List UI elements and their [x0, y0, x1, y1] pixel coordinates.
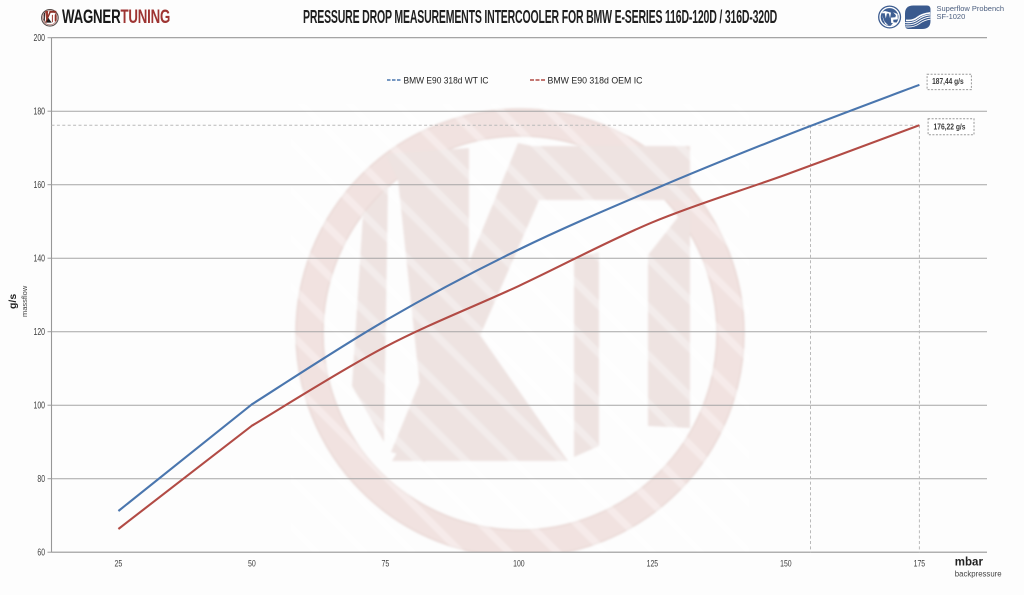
svg-text:g/s: g/s: [7, 294, 19, 309]
svg-text:60: 60: [37, 548, 45, 559]
svg-text:massflow: massflow: [20, 285, 29, 317]
svg-text:187,44 g/s: 187,44 g/s: [932, 77, 964, 86]
svg-text:backpressure: backpressure: [955, 570, 1002, 579]
svg-text:80: 80: [37, 474, 45, 485]
svg-text:50: 50: [248, 558, 256, 568]
svg-text:100: 100: [34, 401, 46, 412]
svg-text:175: 175: [914, 558, 926, 568]
svg-text:180: 180: [34, 107, 46, 118]
svg-text:BMW E90 318d OEM IC: BMW E90 318d OEM IC: [548, 75, 643, 85]
svg-text:25: 25: [115, 558, 123, 568]
svg-text:176,22 g/s: 176,22 g/s: [934, 123, 967, 132]
svg-text:150: 150: [780, 558, 792, 568]
svg-text:100: 100: [513, 558, 525, 568]
svg-text:125: 125: [647, 558, 659, 568]
svg-text:mbar: mbar: [955, 557, 984, 569]
svg-text:120: 120: [34, 327, 46, 338]
svg-text:200: 200: [34, 33, 46, 44]
svg-text:160: 160: [34, 180, 46, 191]
svg-text:BMW E90 318d WT IC: BMW E90 318d WT IC: [404, 75, 489, 85]
svg-text:140: 140: [34, 254, 46, 265]
svg-text:75: 75: [382, 558, 390, 568]
